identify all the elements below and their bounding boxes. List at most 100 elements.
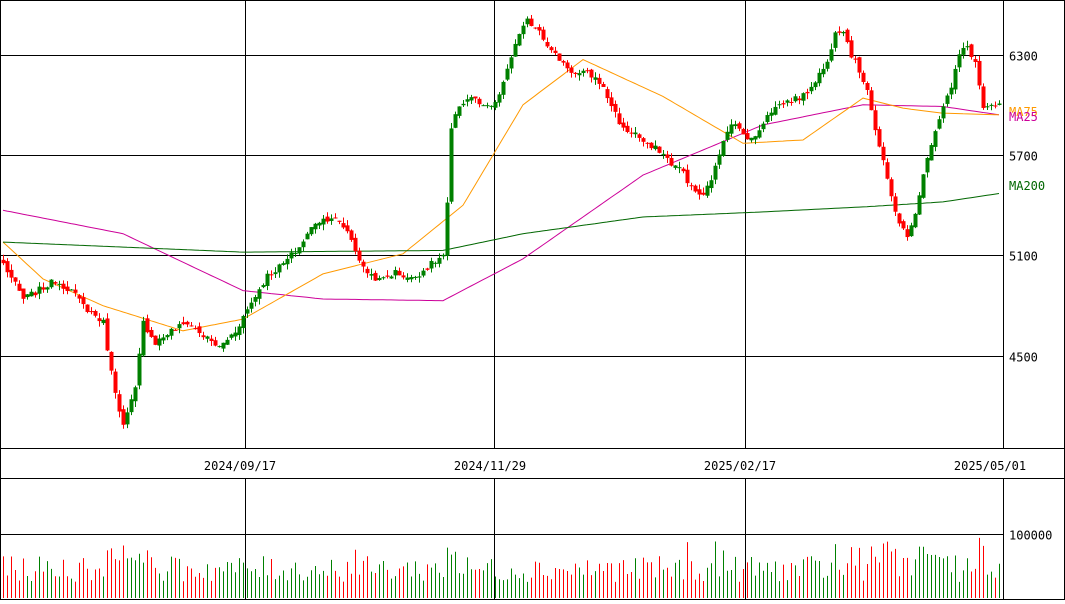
candle-body [9,269,14,278]
candle-body [849,40,854,58]
candle-body [821,68,826,75]
candle-body [169,328,174,336]
candle-body [885,162,890,179]
date-tick-label: 2025/02/17 [704,459,776,473]
candle-body [585,70,590,72]
candle-body [177,324,182,329]
candle-body [629,132,634,134]
candle-body [453,114,458,128]
candle-body [465,99,470,102]
candle-body [69,289,74,291]
candle-body [833,32,838,48]
candle-body [353,237,358,252]
candle-body [109,351,114,371]
candle-body [129,399,134,413]
candle-body [101,319,106,324]
candle-body [933,131,938,147]
candle-body [945,95,950,104]
candle-body [693,185,698,192]
candle-body [845,29,850,43]
candle-body [893,196,898,212]
candle-body [909,225,914,237]
candle-body [513,43,518,57]
candle-body [541,29,546,40]
candle-body [525,18,530,25]
candle-body [917,195,922,215]
candle-body [865,83,870,90]
candle-body [773,106,778,115]
candle-body [277,264,282,273]
candle-body [461,103,466,106]
candle-body [217,346,222,348]
candle-body [981,86,986,108]
candle-body [801,93,806,101]
candle-body [789,101,794,103]
candle-body [689,185,694,187]
candle-body [249,302,254,309]
candle-body [957,54,962,68]
candle-body [105,318,110,351]
candle-body [993,105,998,107]
candle-body [941,106,946,119]
candle-body [549,47,554,51]
candle-body [661,153,666,155]
candle-body [601,84,606,88]
candle-body [57,283,62,285]
candle-body [605,89,610,99]
candle-body [697,189,702,195]
candle-body [437,257,442,264]
candle-body [73,289,78,293]
candle-body [997,103,1002,105]
candle-body [305,233,310,240]
candle-body [925,157,930,173]
candle-body [869,90,874,111]
candle-body [241,315,246,329]
ma-legend-ma200: MA200 [1009,179,1045,193]
candle-body [489,105,494,107]
candle-body [173,329,178,331]
ma-line-ma75 [2,104,1000,302]
candle-body [797,98,802,101]
candle-body [349,230,354,240]
candle-body [89,311,94,313]
candle-body [493,102,498,108]
candle-body [233,332,238,337]
candle-body [205,336,210,339]
candle-body [165,335,170,338]
candle-body [397,270,402,276]
candle-body [61,283,66,289]
candle-body [853,58,858,60]
candle-body [873,110,878,131]
candle-body [937,119,942,129]
candle-body [961,47,966,55]
candle-body [97,318,102,322]
candle-body [673,165,678,168]
candle-body [633,132,638,135]
candle-body [553,50,558,54]
candle-body [593,77,598,80]
candle-body [609,97,614,107]
candle-body [93,311,98,316]
candle-body [977,60,982,86]
candle-body [709,180,714,189]
candle-body [145,318,150,333]
ma-legend-ma25: MA25 [1009,110,1038,124]
candle-body [785,100,790,103]
candle-body [641,138,646,142]
candle-body [701,192,706,195]
candle-body [817,72,822,84]
candle-body [333,217,338,219]
candle-body [505,68,510,80]
candle-body [565,62,570,69]
candle-body [477,98,482,105]
candle-body [457,106,462,116]
candle-body [269,274,274,276]
candle-body [445,202,450,256]
candle-body [645,142,650,144]
candle-body [973,59,978,62]
candle-body [225,339,230,345]
